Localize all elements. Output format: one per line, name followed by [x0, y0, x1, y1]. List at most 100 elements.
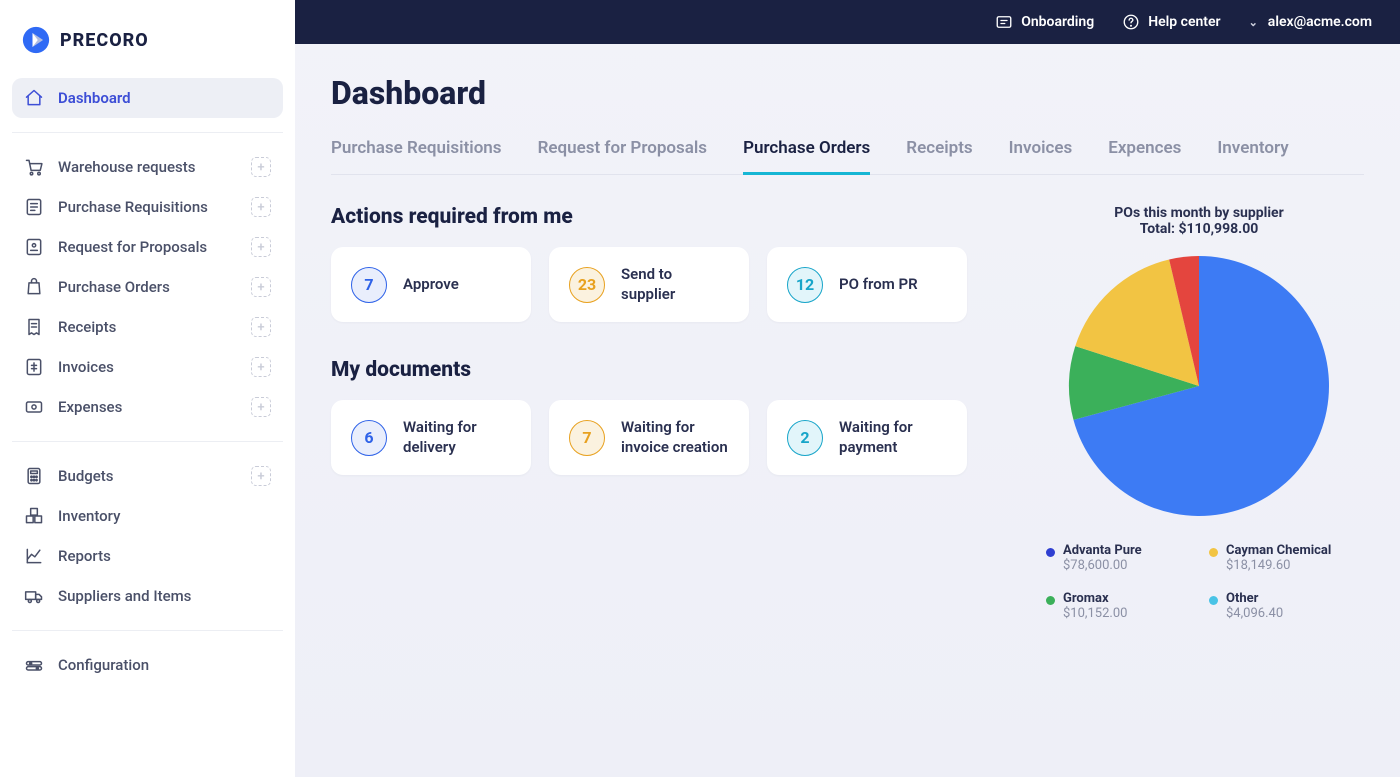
legend-name: Other [1226, 591, 1283, 606]
card-label: Waiting for payment [839, 418, 947, 457]
tab-inventory[interactable]: Inventory [1217, 138, 1288, 175]
count-badge: 6 [351, 420, 387, 456]
add-icon[interactable]: + [251, 197, 271, 217]
legend-item-3: Other$4,096.40 [1209, 591, 1352, 621]
sidebar-item-receipts[interactable]: Receipts + [12, 307, 283, 347]
legend-name: Gromax [1063, 591, 1127, 606]
tab-purchase-requisitions[interactable]: Purchase Requisitions [331, 138, 502, 175]
chart-panel: POs this month by supplier Total: $110,9… [1034, 205, 1364, 621]
sidebar-item-expenses[interactable]: Expenses + [12, 387, 283, 427]
sidebar-item-label: Dashboard [58, 89, 131, 107]
legend-dot [1209, 596, 1218, 605]
legend-value: $10,152.00 [1063, 606, 1127, 621]
sidebar-item-budgets[interactable]: Budgets + [12, 456, 283, 496]
add-icon[interactable]: + [251, 157, 271, 177]
tab-expences[interactable]: Expences [1108, 138, 1181, 175]
count-badge: 7 [569, 420, 605, 456]
help-link[interactable]: Help center [1122, 13, 1220, 31]
calculator-icon [24, 466, 44, 486]
sidebar-item-label: Invoices [58, 358, 114, 376]
legend-dot [1046, 596, 1055, 605]
tab-purchase-orders[interactable]: Purchase Orders [743, 138, 870, 175]
expense-icon [24, 397, 44, 417]
add-icon[interactable]: + [251, 277, 271, 297]
sidebar-item-label: Configuration [58, 656, 149, 674]
legend-value: $78,600.00 [1063, 558, 1142, 573]
sidebar-item-label: Expenses [58, 398, 122, 416]
legend-name: Advanta Pure [1063, 543, 1142, 558]
document-card-0[interactable]: 6 Waiting for delivery [331, 400, 531, 475]
page-title: Dashboard [331, 74, 1364, 112]
add-icon[interactable]: + [251, 237, 271, 257]
sidebar-item-label: Budgets [58, 467, 114, 485]
cart-icon [24, 157, 44, 177]
chart-total: Total: $110,998.00 [1034, 221, 1364, 237]
action-card-1[interactable]: 23Send to supplier [549, 247, 749, 322]
card-label: Waiting for invoice creation [621, 418, 729, 457]
onboarding-label: Onboarding [1021, 14, 1094, 30]
add-icon[interactable]: + [251, 317, 271, 337]
sidebar-item-label: Warehouse requests [58, 158, 195, 176]
actions-title: Actions required from me [331, 205, 994, 229]
legend-item-0: Advanta Pure$78,600.00 [1046, 543, 1189, 573]
proposal-icon [24, 237, 44, 257]
logo-text: PRECORO [60, 30, 149, 51]
truck-icon [24, 586, 44, 606]
sidebar-item-label: Request for Proposals [58, 238, 207, 256]
sidebar-item-label: Reports [58, 547, 111, 565]
help-icon [1122, 13, 1140, 31]
sidebar-item-inventory[interactable]: Inventory [12, 496, 283, 536]
tab-receipts[interactable]: Receipts [906, 138, 972, 175]
document-card-2[interactable]: 2Waiting for payment [767, 400, 967, 475]
sidebar-item-dashboard[interactable]: Dashboard [12, 78, 283, 118]
documents-title: My documents [331, 358, 994, 382]
settings-icon [24, 655, 44, 675]
sidebar-item-suppliers-and-items[interactable]: Suppliers and Items [12, 576, 283, 616]
tab-invoices[interactable]: Invoices [1009, 138, 1073, 175]
card-label: Send to supplier [621, 265, 729, 304]
count-badge: 7 [351, 267, 387, 303]
action-card-2[interactable]: 12 PO from PR [767, 247, 967, 322]
chart-title: POs this month by supplier [1034, 205, 1364, 221]
sidebar-item-label: Inventory [58, 507, 120, 525]
boxes-icon [24, 506, 44, 526]
action-card-0[interactable]: 7 Approve [331, 247, 531, 322]
onboarding-link[interactable]: Onboarding [995, 13, 1094, 31]
card-label: Approve [403, 275, 459, 295]
sidebar-item-reports[interactable]: Reports [12, 536, 283, 576]
divider [12, 630, 283, 631]
card-label: Waiting for delivery [403, 418, 511, 457]
legend-dot [1046, 548, 1055, 557]
home-icon [24, 88, 44, 108]
chart-icon [24, 546, 44, 566]
user-menu[interactable]: ⌄ alex@acme.com [1249, 14, 1372, 30]
add-icon[interactable]: + [251, 466, 271, 486]
sidebar-item-purchase-requisitions[interactable]: Purchase Requisitions+ [12, 187, 283, 227]
user-email: alex@acme.com [1268, 14, 1372, 30]
sidebar-item-warehouse-requests[interactable]: Warehouse requests + [12, 147, 283, 187]
topbar: Onboarding Help center ⌄ alex@acme.com [295, 0, 1400, 44]
sidebar: PRECORO DashboardWarehouse requests+Purc… [0, 0, 295, 777]
sidebar-item-request-for-proposals[interactable]: Request for Proposals + [12, 227, 283, 267]
tabs: Purchase Requisitions Request for Proposa… [331, 138, 1364, 175]
sidebar-item-label: Purchase Orders [58, 278, 170, 296]
chart-legend: Advanta Pure$78,600.00Cayman Chemical$18… [1034, 543, 1364, 621]
requisition-icon [24, 197, 44, 217]
tab-request-for-proposals[interactable]: Request for Proposals [538, 138, 708, 175]
legend-value: $4,096.40 [1226, 606, 1283, 621]
divider [12, 132, 283, 133]
sidebar-item-label: Receipts [58, 318, 116, 336]
document-card-1[interactable]: 7 Waiting for invoice creation [549, 400, 749, 475]
bag-icon [24, 277, 44, 297]
add-icon[interactable]: + [251, 357, 271, 377]
card-label: PO from PR [839, 275, 918, 295]
sidebar-item-purchase-orders[interactable]: Purchase Orders + [12, 267, 283, 307]
add-icon[interactable]: + [251, 397, 271, 417]
count-badge: 12 [787, 267, 823, 303]
logo[interactable]: PRECORO [12, 18, 283, 74]
receipt-icon [24, 317, 44, 337]
actions-cards: 7 Approve 23Send to supplier 12 PO from PR [331, 247, 994, 322]
sidebar-item-invoices[interactable]: Invoices + [12, 347, 283, 387]
sidebar-item-configuration[interactable]: Configuration [12, 645, 283, 685]
documents-cards: 6 Waiting for delivery 7 Waiting for invoic… [331, 400, 994, 475]
